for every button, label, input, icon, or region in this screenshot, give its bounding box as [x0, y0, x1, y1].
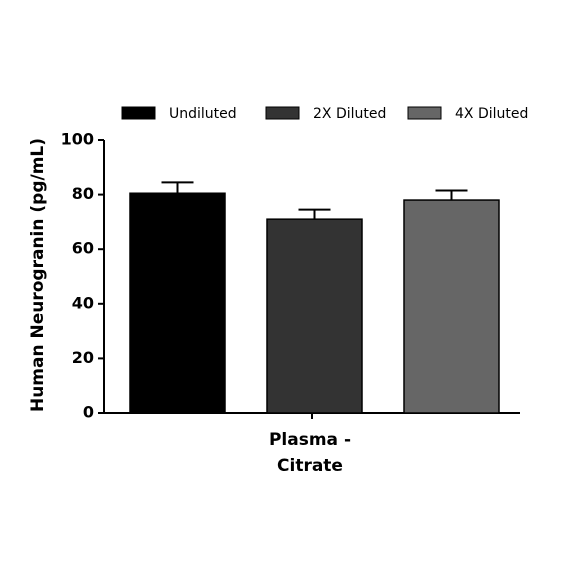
legend-label: 2X Diluted [313, 106, 386, 122]
y-tick-label: 100 [61, 130, 94, 149]
bar [266, 218, 363, 414]
legend-swatch [265, 106, 300, 120]
x-tick-label: Plasma - Citrate [268, 430, 352, 476]
bar [129, 192, 226, 414]
y-tick-label: 40 [72, 293, 94, 312]
y-tick-label: 20 [72, 348, 94, 367]
y-tick-label: 80 [72, 184, 94, 203]
legend-swatch [121, 106, 156, 120]
legend-label: 4X Diluted [455, 106, 528, 122]
y-tick-label: 0 [83, 403, 94, 422]
bar [403, 199, 500, 414]
y-axis-label: Human Neurogranin (pg/mL) [28, 138, 48, 412]
y-tick-label: 60 [72, 239, 94, 258]
legend-swatch [407, 106, 442, 120]
legend-label: Undiluted [169, 106, 237, 122]
